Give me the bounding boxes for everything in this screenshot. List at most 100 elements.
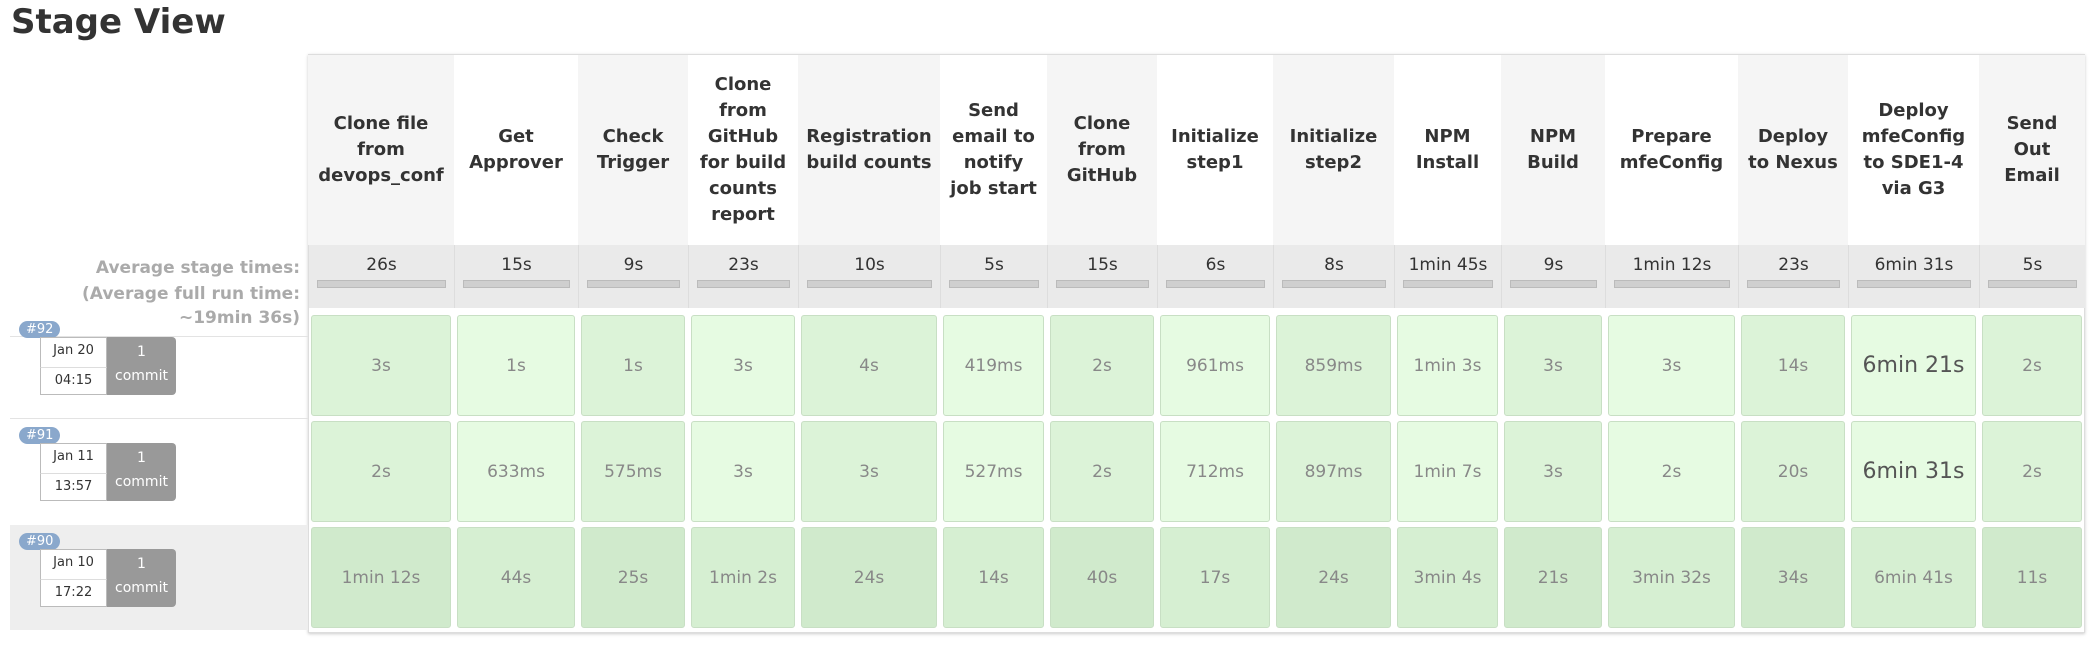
- progress-bar: [1510, 280, 1597, 288]
- stage-duration[interactable]: 25s: [581, 527, 685, 628]
- progress-bar: [949, 280, 1039, 288]
- build-date: Jan 10: [40, 549, 107, 579]
- progress-bar: [1747, 280, 1840, 288]
- stage-duration[interactable]: 24s: [801, 527, 937, 628]
- stage-duration[interactable]: 1min 3s: [1397, 315, 1498, 416]
- stage-duration[interactable]: 34s: [1741, 527, 1845, 628]
- stage-average: 1min 12s: [1605, 245, 1738, 308]
- stage-duration[interactable]: 712ms: [1160, 421, 1270, 522]
- stage-duration[interactable]: 3min 32s: [1608, 527, 1735, 628]
- stage-header: Get Approver: [454, 55, 578, 245]
- stage-duration[interactable]: 3s: [1608, 315, 1735, 416]
- build-number[interactable]: #90: [19, 533, 61, 550]
- stage-average: 10s: [798, 245, 940, 308]
- average-label: Average stage times:: [95, 258, 300, 278]
- progress-bar: [1282, 280, 1386, 288]
- progress-bar: [697, 280, 790, 288]
- stage-average: 6min 31s: [1848, 245, 1979, 308]
- stage-duration[interactable]: 21s: [1504, 527, 1602, 628]
- stage-duration[interactable]: 3s: [311, 315, 451, 416]
- stage-duration[interactable]: 17s: [1160, 527, 1270, 628]
- stage-duration[interactable]: 897ms: [1276, 421, 1391, 522]
- stage-duration[interactable]: 961ms: [1160, 315, 1270, 416]
- stage-header: Send Out Email: [1979, 55, 2085, 245]
- stage-duration[interactable]: 40s: [1050, 527, 1154, 628]
- build-number[interactable]: #92: [19, 321, 61, 338]
- build-number[interactable]: #91: [19, 427, 61, 444]
- stage-average: 6s: [1157, 245, 1273, 308]
- title: Stage View: [11, 2, 226, 42]
- stage-duration[interactable]: 1min 12s: [311, 527, 451, 628]
- stage-duration[interactable]: 527ms: [943, 421, 1044, 522]
- stage-duration[interactable]: 11s: [1982, 527, 2082, 628]
- progress-bar: [463, 280, 570, 288]
- stage-header: Send email to notify job start: [940, 55, 1047, 245]
- stage-average: 9s: [1501, 245, 1605, 308]
- stage-average: 15s: [1047, 245, 1157, 308]
- stage-header: Check Trigger: [578, 55, 688, 245]
- stage-duration[interactable]: 575ms: [581, 421, 685, 522]
- stage-duration[interactable]: 6min 21s: [1851, 315, 1976, 416]
- stage-header: NPM Build: [1501, 55, 1605, 245]
- stage-header: Registration build counts: [798, 55, 940, 245]
- stage-header: Deploy to Nexus: [1738, 55, 1848, 245]
- stage-header: Clone file from devops_conf: [308, 55, 454, 245]
- stage-average: 15s: [454, 245, 578, 308]
- stage-duration[interactable]: 2s: [1982, 315, 2082, 416]
- progress-bar: [1166, 280, 1265, 288]
- stage-average: 23s: [1738, 245, 1848, 308]
- commit-label[interactable]: commit: [107, 471, 176, 501]
- stage-duration[interactable]: 14s: [1741, 315, 1845, 416]
- progress-bar: [1403, 280, 1493, 288]
- stage-average: 1min 45s: [1394, 245, 1501, 308]
- stage-duration[interactable]: 6min 41s: [1851, 527, 1976, 628]
- commit-label[interactable]: commit: [107, 365, 176, 395]
- stage-duration[interactable]: 1min 2s: [691, 527, 795, 628]
- progress-bar: [587, 280, 680, 288]
- stage-header: Deploy mfeConfig to SDE1-4 via G3: [1848, 55, 1979, 245]
- row-divider: [10, 336, 308, 337]
- stage-duration[interactable]: 3s: [691, 421, 795, 522]
- commit-count[interactable]: 1: [107, 337, 176, 367]
- stage-duration[interactable]: 20s: [1741, 421, 1845, 522]
- stage-duration[interactable]: 1min 7s: [1397, 421, 1498, 522]
- progress-bar: [1614, 280, 1730, 288]
- build-date: Jan 11: [40, 443, 107, 473]
- table-frame: [308, 54, 2085, 633]
- stage-duration[interactable]: 4s: [801, 315, 937, 416]
- stage-duration[interactable]: 2s: [1608, 421, 1735, 522]
- stage-duration[interactable]: 3min 4s: [1397, 527, 1498, 628]
- stage-duration[interactable]: 24s: [1276, 527, 1391, 628]
- row-divider: [10, 418, 308, 419]
- stage-header: Prepare mfeConfig: [1605, 55, 1738, 245]
- build-date: Jan 20: [40, 337, 107, 367]
- commit-label[interactable]: commit: [107, 577, 176, 607]
- progress-bar: [1988, 280, 2077, 288]
- stage-duration[interactable]: 44s: [457, 527, 575, 628]
- stage-duration[interactable]: 2s: [311, 421, 451, 522]
- stage-duration[interactable]: 3s: [801, 421, 937, 522]
- stage-duration[interactable]: 3s: [1504, 315, 1602, 416]
- stage-average: 26s: [308, 245, 454, 308]
- stage-duration[interactable]: 419ms: [943, 315, 1044, 416]
- stage-duration[interactable]: 1s: [581, 315, 685, 416]
- stage-average: 5s: [940, 245, 1047, 308]
- build-time: 17:22: [40, 579, 107, 607]
- stage-duration[interactable]: 1s: [457, 315, 575, 416]
- stage-duration[interactable]: 14s: [943, 527, 1044, 628]
- commit-count[interactable]: 1: [107, 549, 176, 579]
- stage-duration[interactable]: 3s: [691, 315, 795, 416]
- stage-average: 8s: [1273, 245, 1394, 308]
- stage-duration[interactable]: 3s: [1504, 421, 1602, 522]
- stage-duration[interactable]: 633ms: [457, 421, 575, 522]
- stage-duration[interactable]: 2s: [1050, 421, 1154, 522]
- progress-bar: [317, 280, 446, 288]
- commit-count[interactable]: 1: [107, 443, 176, 473]
- full-run-time: (Average full run time: ~19min 36s): [82, 284, 300, 328]
- stage-duration[interactable]: 2s: [1050, 315, 1154, 416]
- stage-duration[interactable]: 859ms: [1276, 315, 1391, 416]
- stage-duration[interactable]: 6min 31s: [1851, 421, 1976, 522]
- progress-bar: [1857, 280, 1971, 288]
- stage-duration[interactable]: 2s: [1982, 421, 2082, 522]
- stage-header: Initialize step2: [1273, 55, 1394, 245]
